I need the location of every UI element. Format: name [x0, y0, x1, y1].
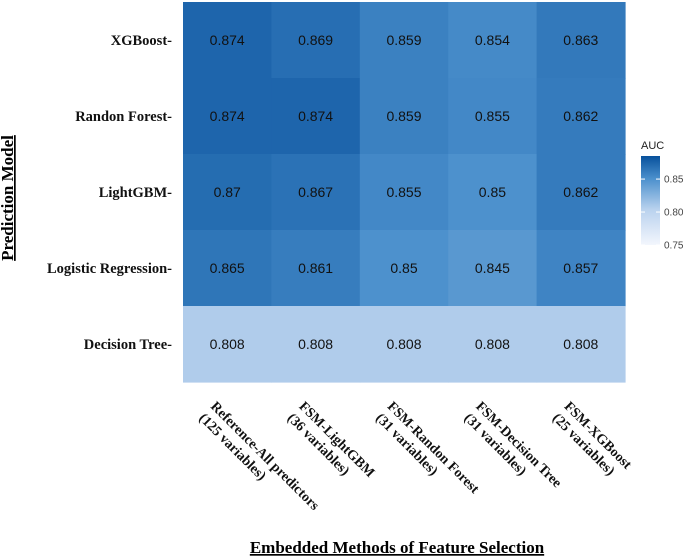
legend-title: AUC	[641, 140, 664, 152]
cell-value-label: 0.861	[298, 260, 333, 276]
heatmap-cell	[448, 78, 538, 155]
heatmap-cell	[271, 154, 361, 231]
heatmap-cell	[183, 78, 272, 155]
heatmap-cell	[183, 154, 272, 231]
heatmap-cells	[183, 2, 626, 383]
heatmap-cell	[183, 2, 272, 79]
heatmap-cell	[448, 306, 538, 383]
heatmap-cell	[448, 154, 538, 231]
legend-tick-label: 0.85	[664, 175, 684, 186]
heatmap-cell	[536, 2, 626, 79]
heatmap-cell	[536, 306, 626, 383]
legend-tick-label: 0.80	[664, 208, 684, 219]
cell-value-label: 0.85	[479, 184, 506, 200]
heatmap-cell	[448, 2, 538, 79]
heatmap-cell	[359, 306, 449, 383]
cell-value-label: 0.845	[475, 260, 510, 276]
cell-value-label: 0.85	[390, 260, 417, 276]
cell-value-label: 0.874	[210, 32, 245, 48]
cell-value-label: 0.808	[386, 336, 421, 352]
cell-value-label: 0.855	[475, 108, 510, 124]
cell-value-label: 0.857	[563, 260, 598, 276]
y-tick-label: Logistic Regression-	[47, 261, 172, 277]
heatmap-cell	[359, 2, 449, 79]
legend-color-bar	[641, 156, 660, 245]
cell-value-label: 0.869	[298, 32, 333, 48]
y-axis-label: Prediction Model	[0, 135, 17, 261]
cell-value-label: 0.874	[210, 108, 245, 124]
cell-value-label: 0.808	[298, 336, 333, 352]
cell-value-label: 0.854	[475, 32, 510, 48]
heatmap-cell	[359, 230, 449, 307]
y-tick-label: Decision Tree-	[84, 337, 172, 353]
heatmap-cell	[359, 154, 449, 231]
heatmap-cell	[183, 306, 272, 383]
heatmap-cell	[271, 306, 361, 383]
cell-value-label: 0.808	[210, 336, 245, 352]
heatmap-cell	[536, 78, 626, 155]
cell-value-label: 0.862	[563, 108, 598, 124]
heatmap-cell	[448, 230, 538, 307]
heatmap-cell	[536, 154, 626, 231]
y-axis-tick-labels: XGBoost- Randon Forest- LightGBM- Logistic …	[47, 33, 172, 353]
cell-value-label: 0.859	[386, 32, 421, 48]
cell-value-label: 0.863	[563, 32, 598, 48]
cell-value-label: 0.808	[475, 336, 510, 352]
heatmap-cell	[271, 78, 361, 155]
x-axis-label: Embedded Methods of Feature Selection	[250, 538, 545, 557]
heatmap-cell	[183, 230, 272, 307]
color-legend: AUC 0.85 0.80 0.75	[641, 140, 684, 252]
legend-ticks: 0.85 0.80 0.75	[641, 175, 684, 252]
heatmap-cell	[271, 2, 361, 79]
cell-value-label: 0.855	[386, 184, 421, 200]
heatmap-cell	[536, 230, 626, 307]
cell-value-label: 0.808	[563, 336, 598, 352]
heatmap-cell	[271, 230, 361, 307]
cell-value-label: 0.865	[210, 260, 245, 276]
cell-value-label: 0.862	[563, 184, 598, 200]
x-tick-label: FSM-XGBoost(25 variables)	[549, 399, 634, 479]
heatmap-cell-labels: 0.874 0.869 0.859 0.854 0.863 0.874 0.874 0.859…	[210, 32, 599, 352]
heatmap-cell	[359, 78, 449, 155]
x-axis-tick-labels: Reference-All predictors(125 variables) F…	[196, 399, 635, 514]
cell-value-label: 0.87	[214, 184, 241, 200]
y-tick-label: XGBoost-	[111, 33, 172, 49]
cell-value-label: 0.874	[298, 108, 333, 124]
y-tick-label: LightGBM-	[99, 185, 172, 201]
cell-value-label: 0.859	[386, 108, 421, 124]
y-tick-label: Randon Forest-	[75, 109, 172, 125]
legend-tick-label: 0.75	[664, 241, 684, 252]
cell-value-label: 0.867	[298, 184, 333, 200]
